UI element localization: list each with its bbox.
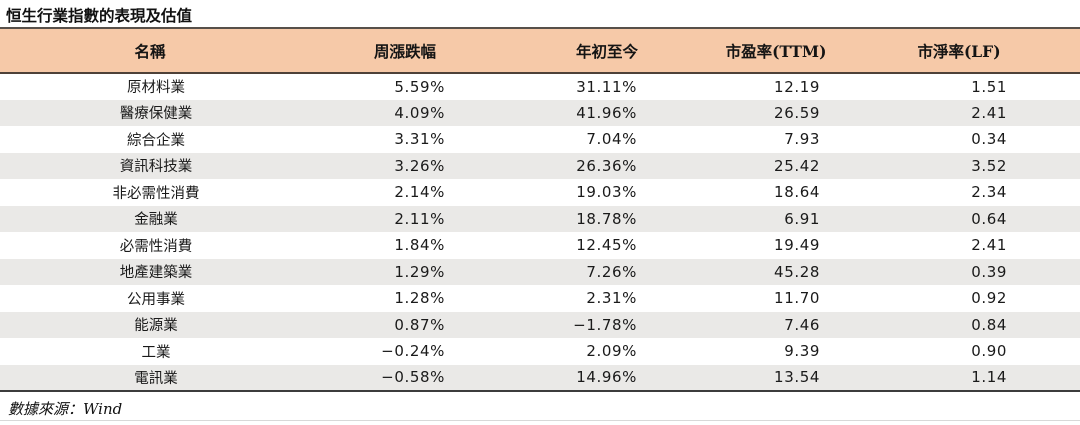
cell-industry-name: 原材料業 — [127, 80, 185, 97]
cell-industry-name: 工業 — [141, 344, 171, 361]
column-header-name: 名稱 — [134, 41, 166, 61]
table-row: 必需性消費 1.84% 12.45% 19.49 2.41 — [0, 232, 1080, 259]
column-header-ytd: 年初至今 — [575, 41, 638, 61]
cell-pe-ttm: 11.70 — [774, 289, 820, 308]
cell-industry-name: 地產建築業 — [119, 265, 193, 282]
table-row: 公用事業 1.28% 2.31% 11.70 0.92 — [0, 285, 1080, 312]
column-header-pe-ttm: 市盈率(TTM) — [725, 41, 827, 61]
cell-industry-name: 能源業 — [134, 318, 178, 335]
cell-ytd-change: 14.96% — [576, 368, 637, 387]
cell-pe-ttm: 19.49 — [774, 236, 820, 255]
cell-pb-lf: 1.51 — [971, 77, 1007, 96]
cell-pe-ttm: 45.28 — [774, 262, 820, 281]
cell-weekly-change: −0.58% — [381, 368, 445, 387]
cell-ytd-change: 7.26% — [586, 262, 637, 281]
cell-weekly-change: 5.59% — [394, 77, 445, 96]
cell-weekly-change: 4.09% — [394, 103, 445, 122]
cell-pb-lf: 2.41 — [971, 236, 1007, 255]
cell-industry-name: 資訊科技業 — [119, 159, 193, 176]
cell-industry-name: 非必需性消費 — [112, 185, 200, 202]
cell-industry-name: 醫療保健業 — [119, 106, 193, 123]
table-row: 醫療保健業 4.09% 41.96% 26.59 2.41 — [0, 99, 1080, 126]
table-row: 金融業 2.11% 18.78% 6.91 0.64 — [0, 205, 1080, 232]
cell-ytd-change: 2.31% — [586, 289, 637, 308]
table-row: 電訊業 −0.58% 14.96% 13.54 1.14 — [0, 364, 1080, 391]
cell-pe-ttm: 6.91 — [784, 209, 820, 228]
cell-pb-lf: 0.39 — [971, 262, 1007, 281]
column-header-pb-lf: 市淨率(LF) — [917, 41, 1001, 61]
table-row: 原材料業 5.59% 31.11% 12.19 1.51 — [0, 73, 1080, 100]
cell-ytd-change: 26.36% — [576, 156, 637, 175]
cell-ytd-change: 31.11% — [576, 77, 637, 96]
table-row: 地產建築業 1.29% 7.26% 45.28 0.39 — [0, 258, 1080, 285]
cell-weekly-change: 2.11% — [394, 209, 445, 228]
table-title: 恒生行業指數的表現及估值 — [0, 0, 1080, 29]
cell-ytd-change: −1.78% — [573, 315, 637, 334]
table-row: 綜合企業 3.31% 7.04% 7.93 0.34 — [0, 126, 1080, 153]
cell-weekly-change: 2.14% — [394, 183, 445, 202]
header-row: 名稱 周漲跌幅 年初至今 市盈率(TTM) 市淨率(LF) — [0, 29, 1080, 73]
cell-pb-lf: 1.14 — [971, 368, 1007, 387]
cell-weekly-change: 1.84% — [394, 236, 445, 255]
cell-pb-lf: 0.90 — [971, 342, 1007, 361]
table-row: 非必需性消費 2.14% 19.03% 18.64 2.34 — [0, 179, 1080, 206]
cell-industry-name: 必需性消費 — [119, 238, 193, 255]
cell-pe-ttm: 9.39 — [784, 342, 820, 361]
cell-pb-lf: 2.41 — [971, 103, 1007, 122]
cell-ytd-change: 2.09% — [586, 342, 637, 361]
column-header-weekly-change: 周漲跌幅 — [373, 41, 436, 61]
table-body: 原材料業 5.59% 31.11% 12.19 1.51 醫療保健業 4.09% 41.96%… — [0, 73, 1080, 391]
data-source-note: 數據來源：Wind — [8, 400, 123, 418]
cell-weekly-change: −0.24% — [381, 342, 445, 361]
cell-weekly-change: 1.28% — [394, 289, 445, 308]
cell-pe-ttm: 18.64 — [774, 183, 820, 202]
cell-industry-name: 綜合企業 — [127, 132, 185, 149]
cell-pe-ttm: 7.46 — [784, 315, 820, 334]
cell-weekly-change: 0.87% — [394, 315, 445, 334]
cell-ytd-change: 41.96% — [576, 103, 637, 122]
cell-industry-name: 金融業 — [134, 212, 178, 229]
cell-pb-lf: 2.34 — [971, 183, 1007, 202]
cell-ytd-change: 12.45% — [576, 236, 637, 255]
cell-weekly-change: 3.26% — [394, 156, 445, 175]
cell-weekly-change: 1.29% — [394, 262, 445, 281]
industry-index-table: 名稱 周漲跌幅 年初至今 市盈率(TTM) 市淨率(LF) 原材料業 5.59% 3… — [0, 29, 1080, 392]
cell-industry-name: 公用事業 — [127, 291, 185, 308]
cell-pe-ttm: 7.93 — [784, 130, 820, 149]
cell-ytd-change: 7.04% — [586, 130, 637, 149]
table-row: 能源業 0.87% −1.78% 7.46 0.84 — [0, 311, 1080, 338]
cell-pe-ttm: 25.42 — [774, 156, 820, 175]
cell-pe-ttm: 13.54 — [774, 368, 820, 387]
bottom-divider — [0, 420, 1080, 421]
cell-pb-lf: 3.52 — [971, 156, 1007, 175]
cell-pe-ttm: 12.19 — [774, 77, 820, 96]
cell-pb-lf: 0.64 — [971, 209, 1007, 228]
cell-pb-lf: 0.84 — [971, 315, 1007, 334]
cell-weekly-change: 3.31% — [394, 130, 445, 149]
cell-pe-ttm: 26.59 — [774, 103, 820, 122]
cell-ytd-change: 19.03% — [576, 183, 637, 202]
cell-pb-lf: 0.34 — [971, 130, 1007, 149]
table-row: 資訊科技業 3.26% 26.36% 25.42 3.52 — [0, 152, 1080, 179]
cell-ytd-change: 18.78% — [576, 209, 637, 228]
table-row: 工業 −0.24% 2.09% 9.39 0.90 — [0, 338, 1080, 365]
cell-industry-name: 電訊業 — [134, 370, 178, 387]
cell-pb-lf: 0.92 — [971, 289, 1007, 308]
